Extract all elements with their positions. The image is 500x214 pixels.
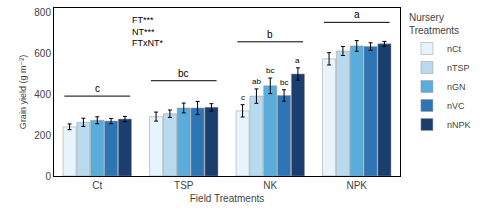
svg-text:nNPK: nNPK <box>447 120 471 130</box>
svg-text:nTSP: nTSP <box>447 63 470 73</box>
svg-text:a: a <box>354 9 360 20</box>
svg-text:800: 800 <box>34 7 51 18</box>
svg-text:bc: bc <box>178 68 189 79</box>
svg-text:c: c <box>241 93 245 102</box>
svg-text:ab: ab <box>252 77 261 86</box>
svg-text:bc: bc <box>280 78 288 87</box>
svg-text:nCt: nCt <box>447 44 462 54</box>
svg-text:a: a <box>295 56 300 65</box>
svg-text:NPK: NPK <box>346 180 367 191</box>
svg-text:NK: NK <box>263 180 277 191</box>
svg-text:NurseryTreatments: NurseryTreatments <box>409 12 459 36</box>
svg-text:c: c <box>95 83 100 94</box>
svg-text:200: 200 <box>34 130 51 141</box>
svg-text:0: 0 <box>45 171 51 182</box>
svg-text:nVC: nVC <box>447 101 465 111</box>
svg-text:Grain yield (g m⁻²): Grain yield (g m⁻²) <box>18 55 28 129</box>
svg-text:Field Treatments: Field Treatments <box>190 193 264 204</box>
svg-text:600: 600 <box>34 48 51 59</box>
svg-text:nGN: nGN <box>447 82 466 92</box>
svg-text:b: b <box>267 29 273 40</box>
svg-text:Ct: Ct <box>92 180 102 191</box>
svg-text:400: 400 <box>34 89 51 100</box>
svg-text:TSP: TSP <box>174 180 194 191</box>
svg-text:bc: bc <box>266 66 274 75</box>
svg-text:FT***NT***FTxNT*: FT***NT***FTxNT* <box>132 15 163 48</box>
